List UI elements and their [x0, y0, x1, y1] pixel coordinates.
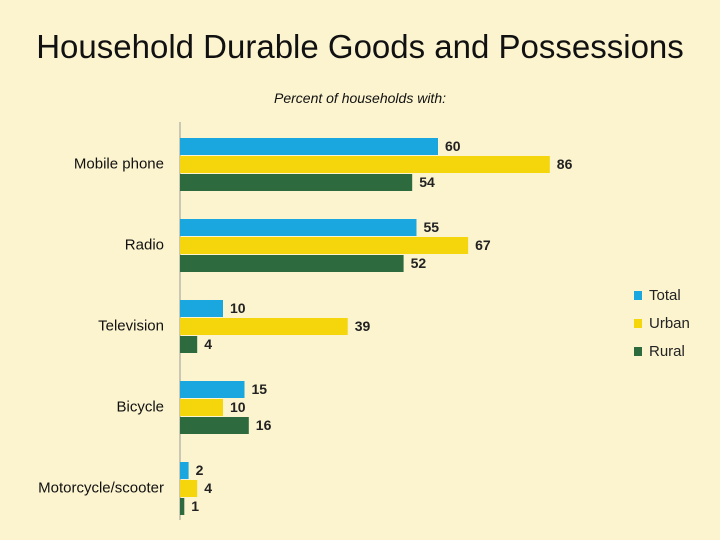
data-label: 60 [445, 138, 461, 154]
bar [180, 156, 550, 173]
chart-subtitle: Percent of households with: [274, 90, 446, 106]
data-label: 39 [355, 318, 371, 334]
legend-label: Total [649, 287, 681, 304]
legend-label: Rural [649, 343, 685, 360]
data-label: 55 [424, 219, 440, 235]
data-label: 10 [230, 300, 246, 316]
category-label: Television [98, 317, 164, 334]
data-label: 86 [557, 156, 573, 172]
chart-title: Household Durable Goods and Possessions [36, 28, 684, 65]
legend-label: Urban [649, 315, 690, 332]
category-label: Mobile phone [74, 155, 164, 172]
legend-swatch [634, 291, 642, 300]
data-label: 4 [204, 480, 212, 496]
data-label: 52 [411, 255, 427, 271]
bar [180, 174, 413, 191]
bar [180, 336, 198, 353]
category-label: Bicycle [116, 398, 164, 415]
bar [180, 219, 417, 236]
bar [180, 462, 189, 479]
category-label: Radio [125, 236, 164, 253]
legend-swatch [634, 347, 642, 356]
category-label: Motorcycle/scooter [38, 479, 164, 496]
legend-swatch [634, 319, 642, 328]
bar [180, 480, 198, 497]
data-label: 1 [191, 498, 199, 514]
data-label: 67 [475, 237, 491, 253]
data-label: 16 [256, 417, 272, 433]
bar [180, 138, 438, 155]
bar [180, 381, 245, 398]
bar [180, 255, 404, 272]
data-label: 4 [204, 336, 212, 352]
data-label: 2 [196, 462, 204, 478]
bar [180, 237, 469, 254]
data-label: 15 [252, 381, 268, 397]
bar [180, 399, 223, 416]
bar [180, 498, 185, 515]
bar [180, 300, 223, 317]
bar [180, 318, 348, 335]
bar [180, 417, 249, 434]
data-label: 10 [230, 399, 246, 415]
data-label: 54 [419, 174, 435, 190]
